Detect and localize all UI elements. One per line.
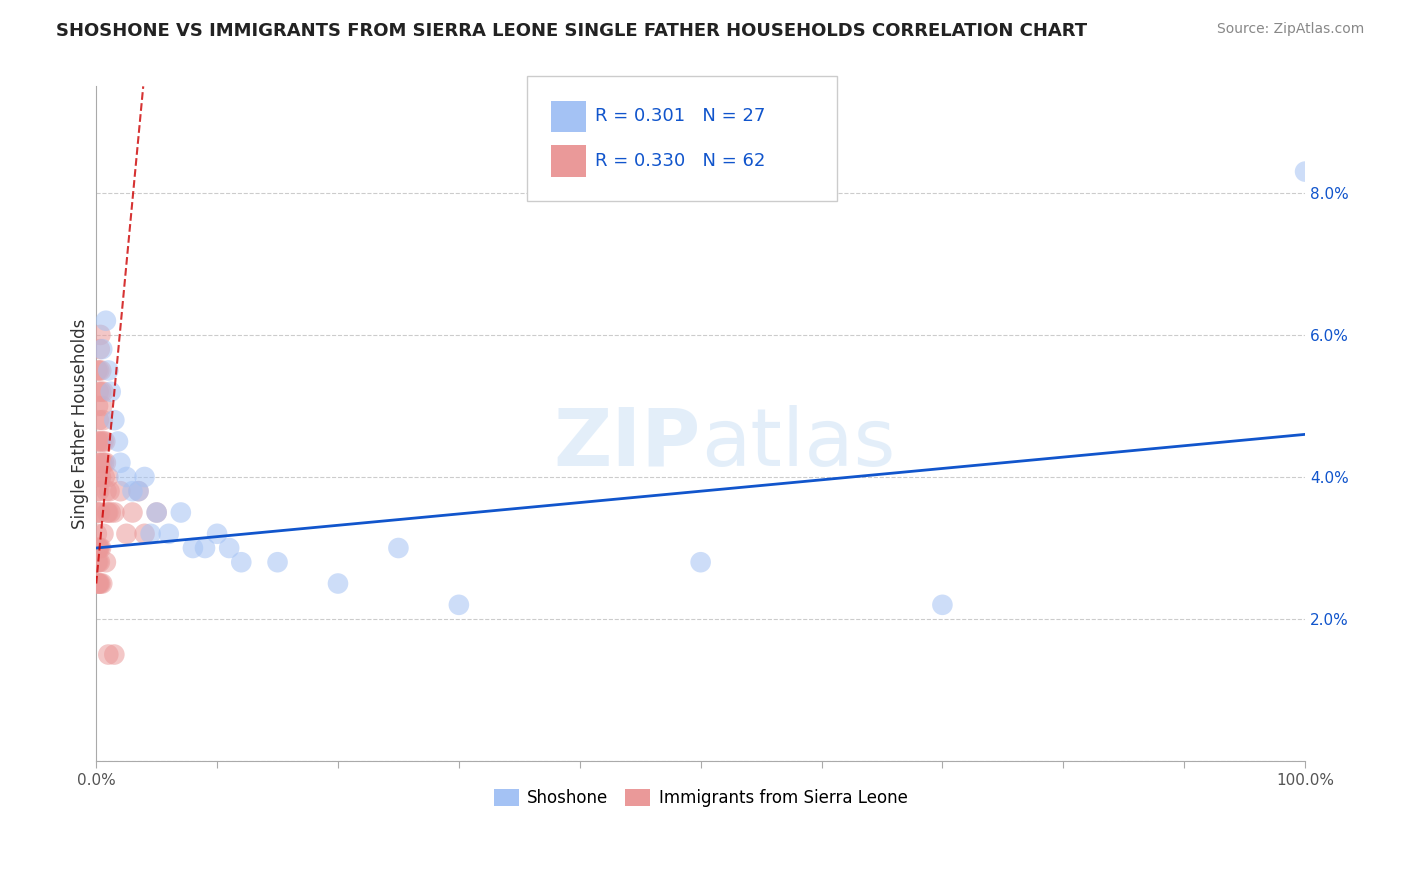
Point [97,648,120,662]
Text: Source: ZipAtlas.com: Source: ZipAtlas.com [1216,22,1364,37]
Point [87,576,110,591]
Point [87,541,110,555]
Point [93,434,115,449]
Point [86,576,108,591]
Point [931,598,953,612]
Point [128,484,150,499]
Point [89,363,111,377]
Point [97,470,120,484]
Point [89,541,111,555]
Point [87,413,110,427]
Point [139,526,162,541]
Point [87,470,110,484]
Point [90,470,112,484]
Point [103,506,125,520]
Point [170,506,193,520]
Point [91,413,114,427]
Y-axis label: Single Father Households: Single Father Households [72,318,89,529]
Point [90,541,112,555]
Point [87,456,110,470]
Point [94,456,117,470]
Point [103,648,125,662]
Point [689,555,711,569]
Point [87,555,110,569]
Point [86,541,108,555]
Point [91,576,114,591]
Point [90,384,112,399]
Point [91,456,114,470]
Point [93,456,115,470]
Point [107,434,129,449]
Point [205,526,228,541]
Text: R = 0.301   N = 27: R = 0.301 N = 27 [595,107,765,125]
Point [89,576,111,591]
Point [157,526,180,541]
Point [89,342,111,356]
Point [90,434,112,449]
Point [86,363,108,377]
Point [93,470,115,484]
Point [145,506,167,520]
Point [89,434,111,449]
Text: R = 0.330   N = 62: R = 0.330 N = 62 [595,152,765,169]
Point [89,327,111,342]
Point [110,484,132,499]
Point [94,434,117,449]
Point [145,506,167,520]
Text: ZIP: ZIP [554,405,700,483]
Point [326,576,349,591]
Point [110,456,132,470]
Point [181,541,204,555]
Point [97,363,120,377]
Point [134,470,156,484]
Point [231,555,253,569]
Point [87,541,110,555]
Point [96,484,118,499]
Point [93,384,115,399]
Point [89,555,111,569]
Point [447,598,470,612]
Point [86,484,108,499]
Point [89,506,111,520]
Point [86,506,108,520]
Point [96,506,118,520]
Legend: Shoshone, Immigrants from Sierra Leone: Shoshone, Immigrants from Sierra Leone [488,782,914,814]
Point [387,541,409,555]
Text: SHOSHONE VS IMMIGRANTS FROM SIERRA LEONE SINGLE FATHER HOUSEHOLDS CORRELATION CH: SHOSHONE VS IMMIGRANTS FROM SIERRA LEONE… [56,22,1087,40]
Point [87,399,110,413]
Point [97,506,120,520]
Point [218,541,240,555]
Point [121,506,143,520]
Point [100,506,122,520]
Point [121,484,143,499]
Point [115,470,138,484]
Point [134,526,156,541]
Point [86,526,108,541]
Point [100,384,122,399]
Point [266,555,288,569]
Point [94,314,117,328]
Point [89,484,111,499]
Point [86,434,108,449]
Point [91,399,114,413]
Point [89,576,111,591]
Point [90,363,112,377]
Point [103,413,125,427]
Point [98,484,121,499]
Point [194,541,217,555]
Point [87,506,110,520]
Point [87,384,110,399]
Point [115,526,138,541]
Point [89,456,111,470]
Point [91,342,114,356]
Point [1294,164,1316,178]
Point [94,555,117,569]
Point [86,555,108,569]
Text: atlas: atlas [700,405,896,483]
Point [128,484,150,499]
Point [89,470,111,484]
Point [93,526,115,541]
